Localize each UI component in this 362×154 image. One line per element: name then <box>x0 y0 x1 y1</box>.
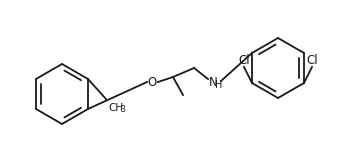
Text: Cl: Cl <box>306 55 318 67</box>
Text: CH: CH <box>108 103 123 113</box>
Text: Cl: Cl <box>238 55 250 67</box>
Text: N: N <box>209 75 217 89</box>
Text: O: O <box>147 75 157 89</box>
Text: 3: 3 <box>120 105 125 114</box>
Text: H: H <box>215 80 223 90</box>
